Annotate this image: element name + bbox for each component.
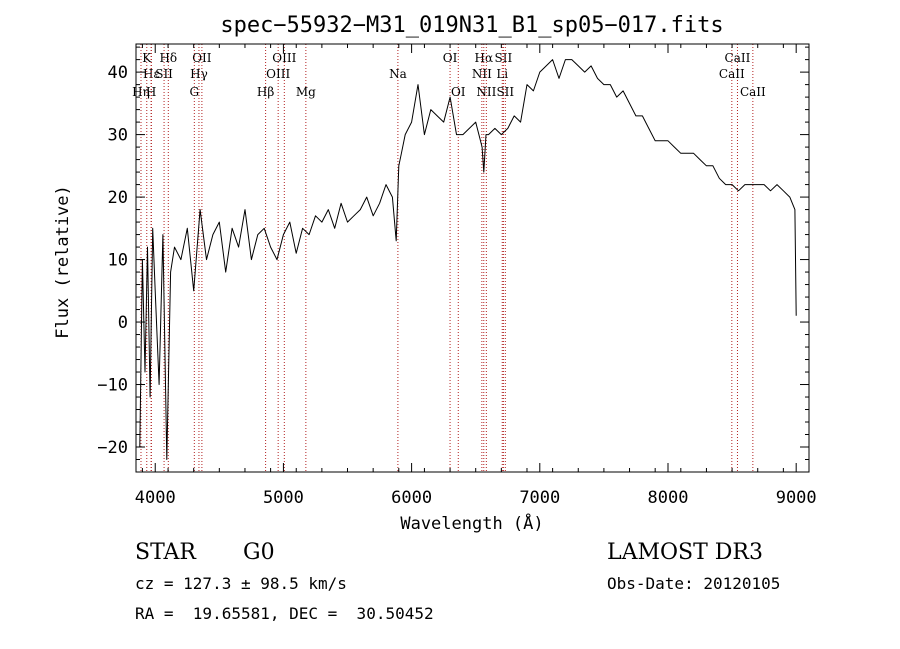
line-marker-label: Hδ [159,51,177,65]
axis-ticks: 4000 5000 6000 7000 8000 9000 −20 −10 0 10 20 30 40 [97,44,817,508]
line-marker-label: Hβ [257,85,274,99]
spectrum-line [139,59,797,460]
y-tick-label: 40 [108,63,128,83]
line-marker-label: Na [389,67,407,81]
subclass: G0 [243,540,275,565]
y-tick-label: 10 [108,251,128,271]
survey-name: LAMOST DR3 [607,540,763,565]
line-marker-label: CaII [740,85,766,99]
y-tick-label: 0 [118,313,128,333]
line-marker-label: OIII [266,67,290,81]
line-marker-label: CaII [719,67,745,81]
line-marker-label: OI [443,51,458,65]
x-tick-label: 8000 [648,488,689,508]
line-marker-label: NII [476,85,496,99]
y-tick-label: −10 [97,376,128,396]
object-type: STAR [135,540,196,565]
x-tick-label: 9000 [776,488,817,508]
line-marker-label: OII [192,51,212,65]
chart-title: spec−55932−M31_019N31_B1_sp05−017.fits [220,13,723,38]
x-tick-label: 4000 [135,488,176,508]
spectrum-chart: spec−55932−M31_019N31_B1_sp05−017.fits W… [53,13,817,534]
line-marker-label: SII [496,85,514,99]
plot-frame [135,43,810,473]
line-marker-label: OIII [272,51,296,65]
line-marker-label: SII [495,51,513,65]
x-tick-label: 6000 [391,488,432,508]
line-marker-label: H [146,85,156,99]
redshift-value: cz = 127.3 ± 98.5 km/s [135,574,347,593]
obs-date: Obs-Date: 20120105 [607,574,781,593]
line-marker-label: Hη [132,85,150,99]
line-marker-label: Li [496,67,508,81]
line-marker-label: Hγ [190,67,208,81]
line-marker-label: CaII [725,51,751,65]
y-tick-label: 30 [108,126,128,146]
line-marker-label: G [190,85,200,99]
y-axis-label: Flux (relative) [53,185,73,339]
y-tick-label: −20 [97,438,128,458]
line-marker-label: NII [472,67,492,81]
x-axis-label: Wavelength (Å) [400,512,543,534]
line-marker-label: K [142,51,152,65]
coordinates: RA = 19.65581, DEC = 30.50452 [135,604,434,623]
line-marker-label: Mg [296,85,316,99]
line-marker-label: OI [451,85,466,99]
spectrum-series [139,59,797,460]
y-tick-label: 20 [108,188,128,208]
x-tick-label: 5000 [263,488,304,508]
x-tick-label: 7000 [519,488,560,508]
line-marker-label: Hα [474,51,493,65]
line-marker-label: SII [155,67,173,81]
